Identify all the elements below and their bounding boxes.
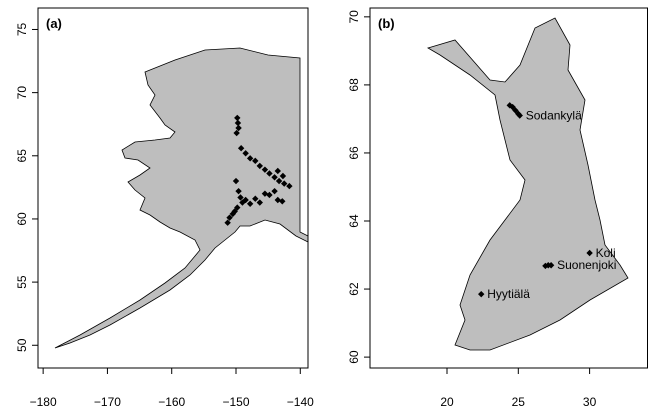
finland-outline bbox=[426, 17, 629, 351]
site-point bbox=[234, 114, 241, 122]
x-tick-label: −150 bbox=[222, 395, 249, 409]
site-point bbox=[274, 167, 281, 175]
site-point bbox=[261, 166, 269, 173]
panel-title: (a) bbox=[46, 16, 62, 31]
x-tick-label: 25 bbox=[512, 395, 526, 409]
x-tick-label: 30 bbox=[583, 395, 597, 409]
site-point bbox=[252, 195, 259, 202]
site-point bbox=[256, 162, 263, 170]
y-tick-label: 55 bbox=[15, 275, 29, 289]
site-label: Suonenjoki bbox=[557, 258, 616, 272]
site-point bbox=[234, 119, 242, 127]
site-point bbox=[274, 196, 281, 204]
x-tick-label: 20 bbox=[440, 395, 454, 409]
site-point bbox=[271, 187, 278, 195]
x-tick-label: −170 bbox=[94, 395, 121, 409]
y-tick-label: 70 bbox=[347, 10, 361, 24]
y-tick-label: 50 bbox=[15, 338, 29, 352]
site-point bbox=[256, 199, 263, 206]
y-tick-label: 62 bbox=[347, 282, 361, 296]
plot-frame bbox=[37, 7, 309, 369]
y-tick-label: 68 bbox=[347, 78, 361, 92]
site-point bbox=[237, 145, 245, 152]
site-point bbox=[547, 262, 555, 269]
x-tick-label: −140 bbox=[287, 395, 314, 409]
site-point bbox=[286, 182, 293, 190]
y-tick-label: 65 bbox=[15, 149, 29, 163]
site-point bbox=[266, 191, 273, 199]
site-point bbox=[224, 219, 231, 226]
site-point bbox=[252, 157, 259, 165]
site-point bbox=[279, 172, 287, 180]
site-point bbox=[232, 177, 240, 185]
site-point bbox=[235, 187, 242, 195]
site-point bbox=[261, 190, 269, 197]
y-tick-label: 60 bbox=[15, 212, 29, 226]
site-point bbox=[246, 155, 254, 162]
y-tick-label: 66 bbox=[347, 146, 361, 160]
site-point bbox=[542, 262, 549, 270]
y-tick-label: 75 bbox=[15, 22, 29, 36]
site-point bbox=[233, 129, 240, 137]
site-point bbox=[275, 177, 283, 185]
site-point bbox=[516, 112, 523, 119]
y-tick-label: 60 bbox=[347, 350, 361, 364]
y-tick-label: 70 bbox=[15, 86, 29, 100]
site-point bbox=[512, 107, 519, 114]
site-label: Hyytiälä bbox=[487, 287, 530, 301]
site-point bbox=[235, 124, 242, 132]
site-point bbox=[279, 198, 286, 205]
site-point bbox=[266, 170, 273, 177]
site-point bbox=[478, 290, 485, 298]
y-tick-label: 64 bbox=[347, 214, 361, 228]
x-tick-label: −180 bbox=[30, 395, 57, 409]
site-label: Koli bbox=[596, 246, 616, 260]
site-point bbox=[226, 214, 233, 221]
site-point bbox=[586, 249, 593, 257]
site-point bbox=[271, 174, 278, 181]
x-tick-label: −160 bbox=[158, 395, 185, 409]
site-point bbox=[234, 204, 241, 211]
alaska-outline bbox=[54, 47, 309, 349]
site-point bbox=[237, 194, 244, 201]
site-point bbox=[246, 200, 254, 207]
site-label: Sodankylä bbox=[526, 109, 582, 123]
site-point bbox=[242, 196, 249, 204]
site-point bbox=[242, 150, 249, 157]
site-point bbox=[231, 208, 238, 215]
panel-title: (b) bbox=[378, 16, 395, 31]
site-point bbox=[281, 180, 288, 187]
